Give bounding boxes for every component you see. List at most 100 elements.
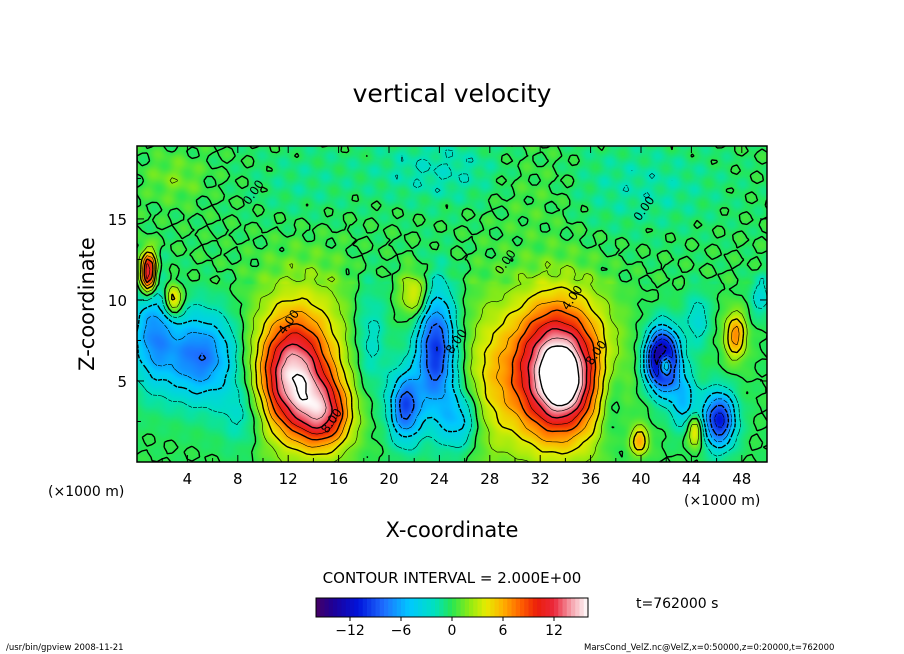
y-tick-label: 10 xyxy=(108,292,127,310)
colorbar-cell xyxy=(566,598,572,617)
colorbar-cell xyxy=(481,598,487,617)
contour-lines xyxy=(137,146,767,462)
colorbar-cell xyxy=(537,598,542,617)
colorbar-cell xyxy=(443,598,449,617)
colorbar-cell xyxy=(532,598,538,617)
colorbar-cell xyxy=(464,598,470,617)
colorbar-cell xyxy=(579,598,585,617)
contour-line xyxy=(198,322,730,436)
colorbar-tick-label: 0 xyxy=(448,623,457,639)
x-tick-label: 28 xyxy=(480,470,499,488)
colorbar-cell xyxy=(384,598,389,617)
x-tick-label: 48 xyxy=(732,470,751,488)
colorbar-cell xyxy=(401,598,406,617)
colorbar-cell xyxy=(575,598,580,617)
x-tick-label: 8 xyxy=(233,470,243,488)
colorbar-cell xyxy=(498,598,504,617)
colorbar-cell xyxy=(549,598,555,617)
colorbar-tick-label: −12 xyxy=(335,623,365,639)
contour-line xyxy=(143,311,732,443)
colorbar-cell xyxy=(333,598,338,617)
colorbar-cell xyxy=(477,598,483,617)
x-axis-label: X-coordinate xyxy=(386,518,519,542)
contour-line xyxy=(145,263,592,435)
colorbar-cell xyxy=(494,598,500,617)
plot-frame xyxy=(136,145,768,463)
contour-line xyxy=(142,255,740,448)
colorbar-cell xyxy=(469,598,474,617)
colorbar-tick-label: 6 xyxy=(499,623,508,639)
contour-line xyxy=(137,149,767,457)
colorbar-cell xyxy=(447,598,453,617)
x-unit-left: (×1000 m) xyxy=(48,484,124,500)
colorbar-cell xyxy=(554,598,559,617)
colorbar-tick-label: −6 xyxy=(391,623,412,639)
x-tick-label: 44 xyxy=(682,470,701,488)
colorbar-cell xyxy=(490,598,495,617)
colorbar-cell xyxy=(409,598,415,617)
colorbar-cells xyxy=(316,598,589,617)
time-label: t=762000 s xyxy=(636,596,718,612)
x-axis: 4 8 12 16 20 24 28 32 36 40 44 48 xyxy=(161,146,751,488)
x-tick-label: 40 xyxy=(631,470,650,488)
y-tick-label: 15 xyxy=(108,211,127,229)
x-tick-label: 36 xyxy=(581,470,600,488)
x-tick-label: 16 xyxy=(329,470,348,488)
colorbar-cell xyxy=(367,598,372,617)
colorbar-cell xyxy=(422,598,427,617)
colorbar-cell xyxy=(541,598,546,617)
y-axis: 5 10 15 xyxy=(108,177,767,422)
y-tick-label: 5 xyxy=(117,373,127,391)
colorbar-cell xyxy=(511,598,517,617)
colorbar-cell xyxy=(583,598,589,617)
x-tick-label: 12 xyxy=(279,470,298,488)
colorbar-cell xyxy=(375,598,381,617)
contour-line xyxy=(143,258,597,441)
contour-line xyxy=(137,296,736,449)
footer-left: /usr/bin/gpview 2008-11-21 xyxy=(6,643,124,653)
colorbar-cell xyxy=(486,598,491,617)
colorbar-cell xyxy=(524,598,529,617)
colorbar-cell xyxy=(545,598,551,617)
colorbar-cell xyxy=(345,598,351,617)
colorbar-cell xyxy=(456,598,461,617)
colorbar-cell xyxy=(473,598,478,617)
colorbar-cell xyxy=(337,598,342,617)
velocity-field-image xyxy=(137,146,767,462)
colorbar-cell xyxy=(328,598,334,617)
contour-line xyxy=(275,328,588,429)
x-tick-label: 32 xyxy=(531,470,550,488)
colorbar-cell xyxy=(452,598,457,617)
chart-title: vertical velocity xyxy=(353,79,552,108)
contour-line xyxy=(139,251,745,456)
colorbar: −12 −6 0 6 12 xyxy=(315,597,589,639)
colorbar-cell xyxy=(503,598,508,617)
colorbar-cell xyxy=(528,598,534,617)
colorbar-cell xyxy=(392,598,398,617)
colorbar-cell xyxy=(320,598,325,617)
colorbar-cell xyxy=(371,598,376,617)
colorbar-cell xyxy=(562,598,568,617)
footer-right: MarsCond_VelZ.nc@VelZ,x=0:50000,z=0:2000… xyxy=(584,643,834,653)
colorbar-cell xyxy=(405,598,410,617)
colorbar-cell xyxy=(341,598,347,617)
colorbar-cell xyxy=(362,598,368,617)
y-axis-label: Z-coordinate xyxy=(75,237,99,371)
colorbar-cell xyxy=(430,598,436,617)
contour-line xyxy=(280,337,583,420)
colorbar-tick-label: 12 xyxy=(545,623,563,639)
colorbar-cell xyxy=(324,598,330,617)
colorbar-cell xyxy=(354,598,359,617)
colorbar-cell xyxy=(413,598,419,617)
contour-interval-label: CONTOUR INTERVAL = 2.000E+00 xyxy=(323,569,582,587)
plot-area: 0.000.000.004.008.004.008.008.00 xyxy=(137,146,767,462)
colorbar-cell xyxy=(515,598,521,617)
colorbar-cell xyxy=(507,598,512,617)
colorbar-cell xyxy=(350,598,355,617)
contour-line xyxy=(435,338,725,428)
x-tick-label: 24 xyxy=(430,470,449,488)
x-tick-label: 4 xyxy=(183,470,193,488)
colorbar-cell xyxy=(460,598,466,617)
colorbar-cell xyxy=(358,598,364,617)
